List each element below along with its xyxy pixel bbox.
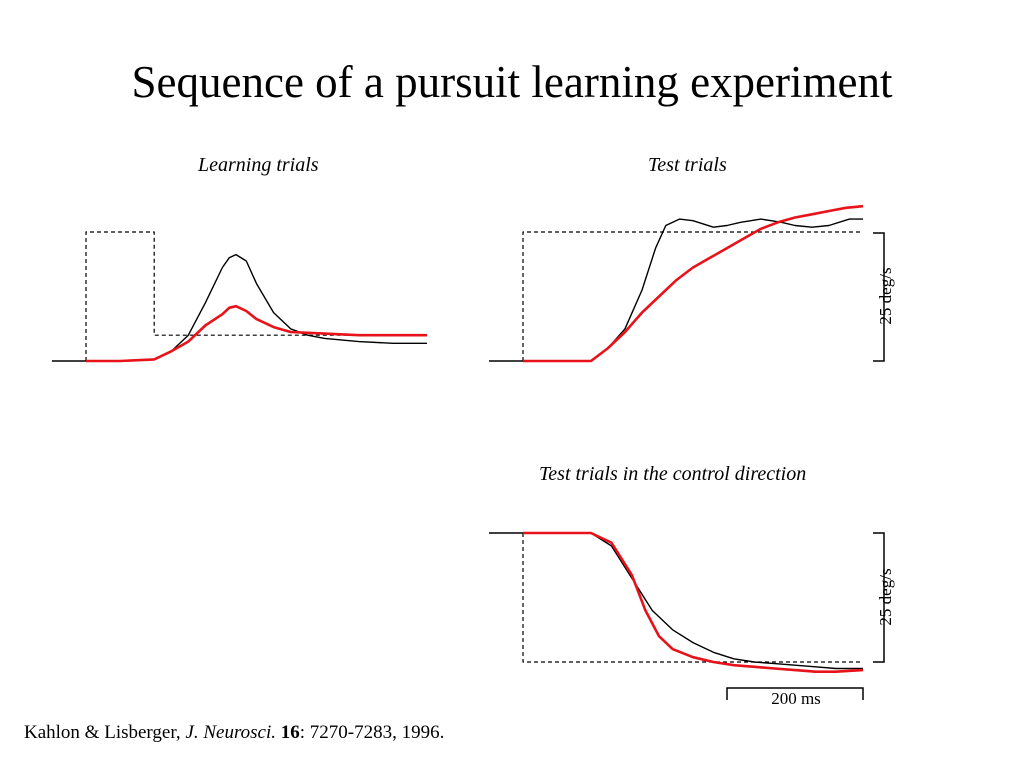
eye-velocity-trace-red [523,531,864,673]
scale-bar-time: 200 ms [726,687,864,708]
scale-bar-bracket [873,232,885,362]
time-bar-bracket [726,687,864,700]
target-velocity-trace [85,231,427,361]
scale-bar-label: 25 deg/s [876,568,895,625]
chart-test-trials [489,204,864,363]
panel-title-control-direction: Test trials in the control direction [539,463,807,485]
eye-velocity-trace-black [489,532,863,670]
chart-learning-trials [51,231,427,363]
scale-bar-label: 25 deg/s [876,267,895,324]
target-velocity-trace [522,533,863,663]
eye-velocity-trace-black [489,218,863,362]
citation-journal: J. Neurosci. [185,722,277,743]
scale-bar-bracket [873,532,885,663]
slide-title: Sequence of a pursuit learning experimen… [131,57,893,107]
citation: Kahlon & Lisberger, J. Neurosci. 16: 727… [24,722,444,744]
chart-control-direction [489,531,864,673]
time-bar-label: 200 ms [771,689,821,708]
citation-pages: : 7270-7283, 1996. [299,722,445,743]
citation-authors: Kahlon & Lisberger, [24,722,186,743]
eye-velocity-trace-red [86,304,427,363]
panel-title-learning-trials: Learning trials [198,154,319,176]
panel-title-test-trials: Test trials [648,154,727,176]
eye-velocity-trace-red [523,204,864,363]
scale-bar-velocity-test: 25 deg/s [873,232,895,362]
target-velocity-trace [522,231,863,361]
scale-bar-velocity-control: 25 deg/s [873,532,895,663]
citation-volume: 16 [280,722,300,743]
